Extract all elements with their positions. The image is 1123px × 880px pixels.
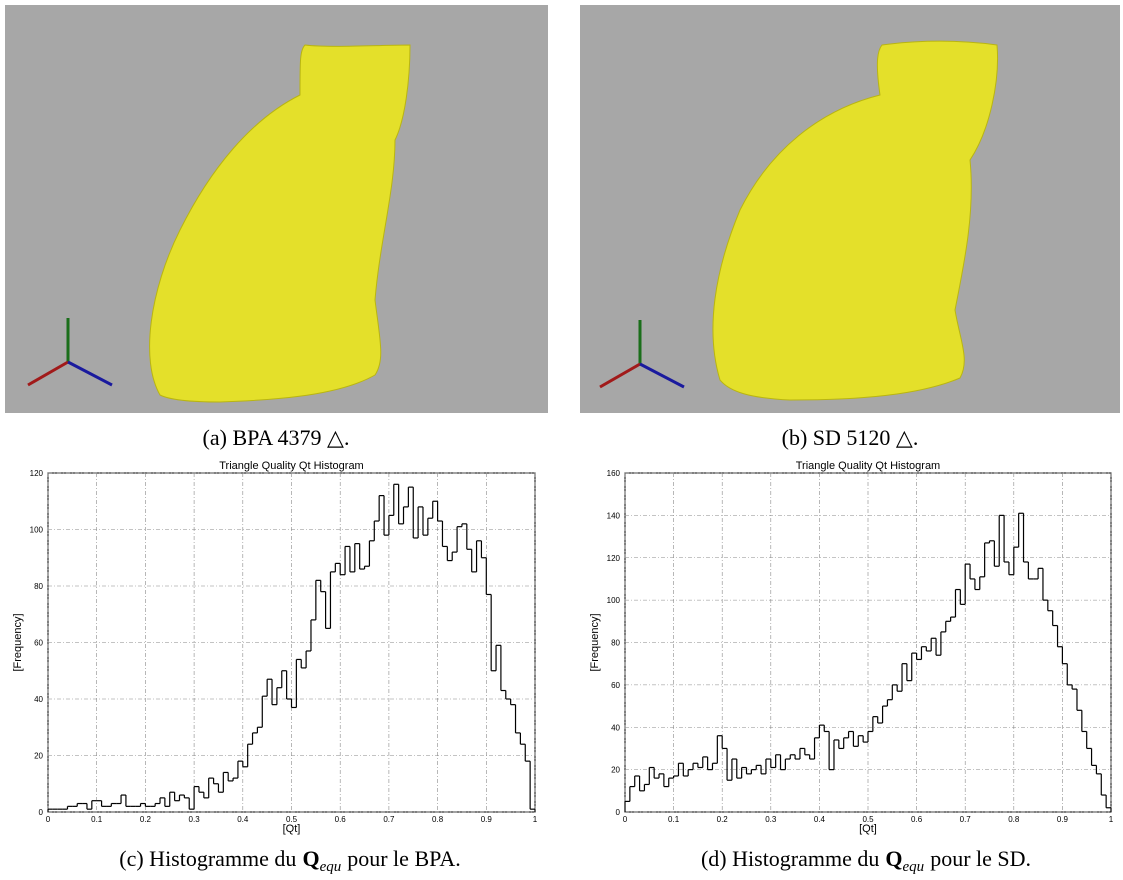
y-tick-label: 40 — [34, 695, 43, 704]
x-tick-label: 0.5 — [286, 815, 298, 824]
y-tick-label: 60 — [611, 681, 620, 690]
y-tick-label: 60 — [34, 639, 43, 648]
y-tick-label: 120 — [607, 554, 621, 563]
caption: (a) BPA 4379 △. — [203, 425, 350, 450]
y-tick-label: 0 — [39, 808, 44, 817]
render-a — [5, 5, 548, 413]
caption: (d) Histogramme du Qequ pour le SD. — [701, 846, 1031, 875]
x-tick-label: 0.1 — [668, 815, 680, 824]
x-tick-label: 0 — [46, 815, 51, 824]
x-tick-label: 0.3 — [189, 815, 201, 824]
caption-symbol: Q — [302, 846, 319, 871]
y-tick-label: 20 — [34, 752, 43, 761]
y-tick-label: 40 — [611, 723, 620, 732]
render-b — [580, 5, 1120, 413]
y-tick-label: 100 — [30, 526, 44, 535]
x-tick-label: 0.8 — [432, 815, 444, 824]
x-tick-label: 0.6 — [911, 815, 923, 824]
x-tick-label: 0.5 — [862, 815, 874, 824]
y-tick-label: 80 — [611, 639, 620, 648]
x-tick-label: 1 — [533, 815, 538, 824]
x-tick-label: 0.2 — [140, 815, 152, 824]
chart-title: Triangle Quality Qt Histogram — [219, 460, 363, 472]
x-tick-label: 0.2 — [717, 815, 729, 824]
x-tick-label: 0.6 — [335, 815, 347, 824]
x-tick-label: 0.9 — [1057, 815, 1069, 824]
histogram: 0 0.1 0.2 0.3 0.4 0.5 0.6 0.7 0.8 0.9 1 0 20 40 60 80 10… — [589, 460, 1114, 875]
x-tick-label: 1 — [1109, 815, 1114, 824]
x-tick-label: 0.7 — [383, 815, 395, 824]
x-axis-label: [Qt] — [283, 823, 301, 835]
caption-text: (c) Histogramme du — [119, 846, 296, 871]
x-tick-label: 0.3 — [765, 815, 777, 824]
y-tick-label: 120 — [30, 469, 44, 478]
chart-title: Triangle Quality Qt Histogram — [796, 460, 940, 472]
caption-subscript: equ — [903, 859, 925, 875]
x-tick-label: 0 — [623, 815, 628, 824]
caption-text: (d) Histogramme du — [701, 846, 879, 871]
y-axis-label: [Frequency] — [12, 613, 24, 671]
x-tick-label: 0.4 — [814, 815, 826, 824]
y-axis-label: [Frequency] — [589, 613, 601, 671]
y-tick-label: 20 — [611, 766, 620, 775]
caption-text: pour le BPA. — [347, 846, 460, 871]
x-tick-label: 0.1 — [91, 815, 103, 824]
y-tick-label: 0 — [616, 808, 621, 817]
x-tick-label: 0.8 — [1008, 815, 1020, 824]
caption: (b) SD 5120 △. — [782, 425, 919, 450]
caption-subscript: equ — [320, 859, 342, 875]
y-tick-label: 80 — [34, 582, 43, 591]
y-tick-label: 160 — [607, 469, 621, 478]
caption: (c) Histogramme du Qequ pour le BPA. — [119, 846, 460, 875]
y-tick-label: 100 — [607, 596, 621, 605]
y-tick-label: 140 — [607, 511, 621, 520]
x-tick-label: 0.7 — [960, 815, 972, 824]
x-tick-label: 0.9 — [481, 815, 493, 824]
x-tick-label: 0.4 — [237, 815, 249, 824]
x-axis-label: [Qt] — [859, 823, 877, 835]
caption-symbol: Q — [885, 846, 902, 871]
histogram: 0 0.1 0.2 0.3 0.4 0.5 0.6 0.7 0.8 0.9 1 0 20 40 60 80 10… — [12, 460, 538, 875]
caption-text: pour le SD. — [930, 846, 1031, 871]
